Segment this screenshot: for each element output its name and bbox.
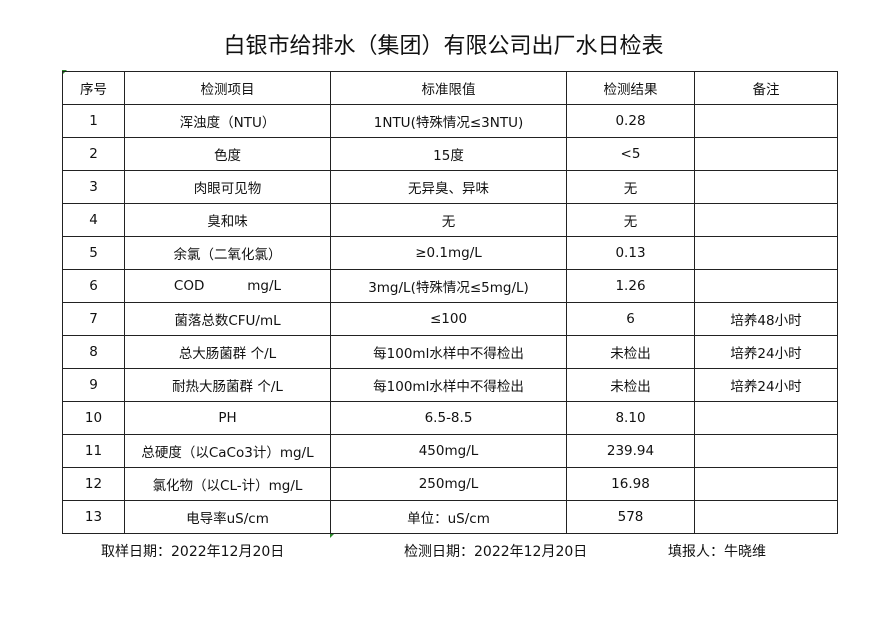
table-cell: 菌落总数CFU/mL (124, 302, 331, 336)
sampling-date: 取样日期：2022年12月20日 (101, 544, 285, 560)
table-cell: 1NTU(特殊情况≤3NTU) (330, 104, 567, 138)
table-cell: 氯化物（以CL-计）mg/L (124, 467, 331, 501)
table-cell: PH (124, 401, 331, 435)
table-cell: 16.98 (566, 467, 695, 501)
table-row: 11 总硬度（以CaCo3计）mg/L 450mg/L 239.94 (62, 434, 838, 468)
table-cell: 13 (62, 500, 125, 534)
table-cell: 7 (62, 302, 125, 336)
table-row: 2 色度 15度 <5 (62, 137, 838, 171)
table-cell (694, 203, 838, 237)
table-cell: 239.94 (566, 434, 695, 468)
table-cell: 每100ml水样中不得检出 (330, 335, 567, 369)
table-cell: <5 (566, 137, 695, 171)
table-cell: 无异臭、异味 (330, 170, 567, 204)
table-cell: ≥0.1mg/L (330, 236, 567, 270)
table-cell (694, 170, 838, 204)
table-row: 9 耐热大肠菌群 个/L 每100ml水样中不得检出 未检出 培养24小时 (62, 368, 838, 402)
header-cell: 检测项目 (124, 71, 331, 105)
table-cell: 10 (62, 401, 125, 435)
table-cell: 5 (62, 236, 125, 270)
table-row: 4 臭和味无无 (62, 203, 838, 237)
table-cell: 6 (62, 269, 125, 303)
header-cell: 检测结果 (566, 71, 695, 105)
table-row: 10 PH 6.5-8.5 8.10 (62, 401, 838, 435)
table-cell: COD mg/L (124, 269, 331, 303)
table-row: 3 肉眼可见物 无异臭、异味无 (62, 170, 838, 204)
table-cell: 11 (62, 434, 125, 468)
table-cell: 浑浊度（NTU） (124, 104, 331, 138)
reporter: 填报人：牛晓维 (668, 544, 766, 560)
table-cell: 未检出 (566, 368, 695, 402)
table-cell (694, 236, 838, 270)
table-row: 6 COD mg/L 3mg/L(特殊情况≤5mg/L) 1.26 (62, 269, 838, 303)
test-date: 检测日期：2022年12月20日 (404, 544, 588, 560)
table-cell (694, 434, 838, 468)
table-cell: 每100ml水样中不得检出 (330, 368, 567, 402)
table-cell: 0.28 (566, 104, 695, 138)
table-cell: 9 (62, 368, 125, 402)
table-cell: 0.13 (566, 236, 695, 270)
table-cell: 8 (62, 335, 125, 369)
header-cell: 标准限值 (330, 71, 567, 105)
table-cell: 4 (62, 203, 125, 237)
table-row: 7 菌落总数CFU/mL ≤100 6 培养48小时 (62, 302, 838, 336)
table-cell: 6.5-8.5 (330, 401, 567, 435)
table-cell: 无 (330, 203, 567, 237)
table-cell: 8.10 (566, 401, 695, 435)
table-cell: 单位：uS/cm (330, 500, 567, 534)
table-row: 12 氯化物（以CL-计）mg/L 250mg/L 16.98 (62, 467, 838, 501)
table-cell: 3mg/L(特殊情况≤5mg/L) (330, 269, 567, 303)
table-cell: 培养24小时 (694, 335, 838, 369)
table-cell: 耐热大肠菌群 个/L (124, 368, 331, 402)
table-cell: ≤100 (330, 302, 567, 336)
table-cell: 总大肠菌群 个/L (124, 335, 331, 369)
table-cell: 250mg/L (330, 467, 567, 501)
table-cell: 1.26 (566, 269, 695, 303)
table-cell: 578 (566, 500, 695, 534)
table-cell: 无 (566, 170, 695, 204)
table-cell: 臭和味 (124, 203, 331, 237)
table-cell (694, 137, 838, 171)
table-cell: 12 (62, 467, 125, 501)
table-cell (694, 467, 838, 501)
header-cell: 序号 (62, 71, 125, 105)
table-cell: 肉眼可见物 (124, 170, 331, 204)
table-cell: 无 (566, 203, 695, 237)
table-cell: 15度 (330, 137, 567, 171)
header-cell: 备注 (694, 71, 838, 105)
cell-marker (330, 533, 335, 538)
table-cell: 电导率uS/cm (124, 500, 331, 534)
table-row: 8 总大肠菌群 个/L 每100ml水样中不得检出 未检出 培养24小时 (62, 335, 838, 369)
page-title: 白银市给排水（集团）有限公司出厂水日检表 (223, 34, 664, 59)
table-cell (694, 269, 838, 303)
table-cell: 2 (62, 137, 125, 171)
table-row: 5 余氯（二氧化氯） ≥0.1mg/L 0.13 (62, 236, 838, 270)
table-cell: 培养24小时 (694, 368, 838, 402)
table-cell: 3 (62, 170, 125, 204)
table-cell (694, 104, 838, 138)
header-row: 序号 检测项目 标准限值 检测结果 备注 (62, 71, 838, 105)
inspection-table: 序号 检测项目 标准限值 检测结果 备注 1 浑浊度（NTU） 1NTU(特殊情况≤… (62, 71, 838, 534)
table-cell: 450mg/L (330, 434, 567, 468)
table-row: 1 浑浊度（NTU） 1NTU(特殊情况≤3NTU) 0.28 (62, 104, 838, 138)
table-cell: 1 (62, 104, 125, 138)
table-cell: 总硬度（以CaCo3计）mg/L (124, 434, 331, 468)
table-cell: 培养48小时 (694, 302, 838, 336)
table-cell (694, 500, 838, 534)
table-cell: 6 (566, 302, 695, 336)
table-cell (694, 401, 838, 435)
table-cell: 色度 (124, 137, 331, 171)
table-cell: 未检出 (566, 335, 695, 369)
table-row: 13 电导率uS/cm 单位：uS/cm 578 (62, 500, 838, 534)
table-cell: 余氯（二氧化氯） (124, 236, 331, 270)
